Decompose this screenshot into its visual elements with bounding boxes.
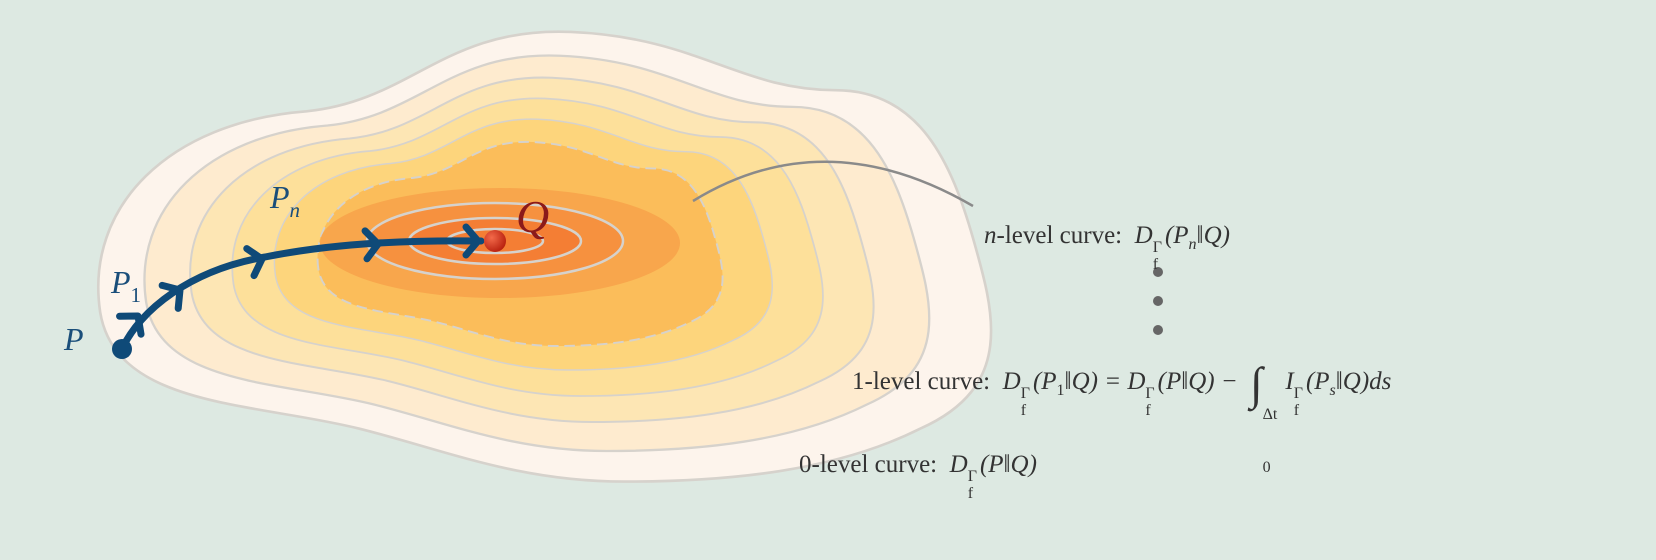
- math: D: [1134, 222, 1153, 249]
- label-main: P: [110, 264, 131, 300]
- math: (P: [1164, 222, 1189, 249]
- label-main: P: [269, 179, 290, 215]
- target-point: [484, 230, 506, 252]
- math: ‖Q)ds: [1335, 368, 1392, 395]
- math-sub: f: [1020, 402, 1027, 419]
- math: (P: [1305, 368, 1330, 395]
- text: 1-level curve:: [852, 368, 991, 395]
- math-sub: f: [967, 485, 974, 502]
- math-sub: n: [1188, 236, 1197, 253]
- math-sup: Γ: [1145, 385, 1155, 402]
- math: ‖Q): [1196, 222, 1230, 249]
- label-sub: 1: [131, 283, 142, 307]
- math-sub: f: [1152, 256, 1159, 273]
- math: D: [1127, 368, 1146, 395]
- math-sub: f: [1145, 402, 1151, 419]
- connector: [692, 160, 974, 208]
- math: (P‖Q): [979, 451, 1037, 478]
- math-sub: 1: [1056, 382, 1065, 399]
- point-label: P: [63, 321, 84, 357]
- math: D: [1002, 368, 1021, 395]
- math-sup: Γ: [1020, 385, 1030, 402]
- math-sup: Γ: [967, 468, 977, 485]
- math: (P: [1032, 368, 1057, 395]
- point-label: Pn: [269, 179, 300, 222]
- flow-arrow: [116, 223, 485, 353]
- point-label: Q: [516, 191, 549, 242]
- text: -level curve:: [996, 222, 1123, 249]
- point-label: P1: [110, 264, 141, 307]
- math: I: [1285, 368, 1294, 395]
- math-sub: f: [1293, 402, 1300, 419]
- math-sub: s: [1329, 382, 1336, 399]
- math-sup: Γ: [1293, 385, 1303, 402]
- integral: ∫: [1250, 358, 1263, 409]
- ellipsis-dots: [1153, 267, 1163, 335]
- label-sub: n: [290, 198, 301, 222]
- start-point: [112, 339, 132, 359]
- text: 0-level curve:: [799, 451, 938, 478]
- math-sup: Γ: [1152, 239, 1162, 256]
- math: ‖Q) =: [1064, 368, 1128, 395]
- math: D: [949, 451, 968, 478]
- math: (P‖Q) −: [1157, 368, 1245, 395]
- math-sup: Δt: [1262, 406, 1278, 423]
- math-sub: 0: [1262, 459, 1271, 476]
- text: n: [984, 222, 997, 249]
